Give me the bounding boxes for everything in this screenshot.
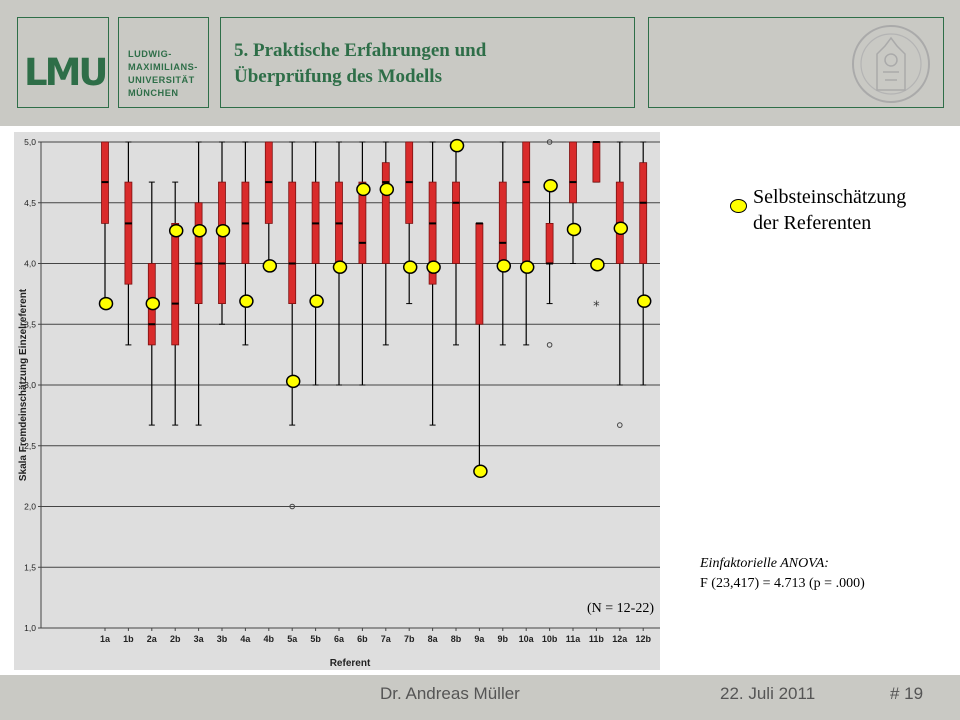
box-iqr — [124, 181, 133, 285]
x-tick-label: 10a — [519, 634, 535, 644]
x-tick-label: 3b — [217, 634, 228, 644]
outlier-marker — [289, 503, 296, 510]
self-assessment-point — [636, 294, 652, 308]
x-tick-label: 3a — [194, 634, 205, 644]
self-assessment-point — [590, 257, 605, 272]
y-tick-label: 1,5 — [24, 562, 36, 572]
self-assessment-point — [332, 260, 348, 274]
box-iqr — [452, 181, 460, 264]
y-tick-label: 4,5 — [24, 198, 36, 208]
self-assessment-point — [262, 259, 278, 273]
x-tick-label: 12b — [635, 634, 651, 644]
self-assessment-point — [519, 260, 535, 274]
x-tick-label: 1b — [123, 634, 134, 644]
x-tick-label: 11b — [589, 634, 605, 644]
self-assessment-point — [402, 260, 418, 274]
self-assessment-point — [379, 182, 395, 197]
sample-size-annotation: (N = 12-22) — [587, 601, 654, 616]
box-iqr — [171, 223, 180, 346]
university-name-box: LUDWIG- MAXIMILIANS- UNIVERSITÄT MÜNCHEN — [118, 17, 209, 108]
x-tick-label: 12a — [612, 634, 628, 644]
self-assessment-point — [449, 138, 465, 153]
footer-author: Dr. Andreas Müller — [380, 684, 520, 703]
self-assessment-point — [215, 223, 231, 238]
anova-title: Einfaktorielle ANOVA: — [700, 556, 829, 571]
x-tick-label: 10b — [542, 634, 558, 644]
x-tick-label: 1a — [100, 634, 111, 644]
self-assessment-point — [192, 223, 207, 238]
x-tick-label: 6b — [357, 634, 368, 644]
self-assessment-point — [285, 374, 301, 389]
self-assessment-point — [543, 178, 558, 193]
boxplot-chart: 1,0 1,5 2,0 2,5 3,0 3,5 4,0 4,5 5,0 1a 1b 2a 2b 3a 3b 4… — [18, 137, 660, 669]
outlier-marker — [546, 342, 553, 348]
footer-bar — [0, 675, 960, 720]
lmu-logo: LMU — [17, 17, 109, 108]
y-tick-label: 5,0 — [24, 137, 36, 147]
box-iqr — [475, 223, 484, 325]
x-tick-label: 7b — [404, 634, 415, 644]
self-assessment-point — [566, 222, 582, 237]
x-tick-label: 5a — [287, 634, 298, 644]
seal-box — [648, 17, 944, 108]
self-assessment-point — [239, 294, 254, 308]
outlier-extreme-marker: * — [593, 300, 600, 315]
box-iqr — [639, 162, 648, 264]
x-tick-label: 4a — [240, 634, 251, 644]
x-tick-label: 9b — [498, 634, 509, 644]
slide-title: 5. Praktische Erfahrungen und Überprüfun… — [234, 40, 487, 87]
box-iqr — [545, 223, 554, 264]
y-tick-label: 3,5 — [24, 319, 36, 329]
y-tick-label: 4,0 — [24, 259, 36, 269]
self-assessment-point — [98, 296, 114, 311]
box-iqr — [522, 141, 531, 264]
x-axis-label: Referent — [330, 658, 371, 669]
x-tick-label: 11a — [566, 634, 582, 644]
x-tick-label: 2a — [147, 634, 158, 644]
x-tick-label: 5b — [310, 634, 321, 644]
box-iqr — [498, 181, 507, 264]
x-tick-label: 6a — [334, 634, 345, 644]
self-assessment-point — [426, 260, 441, 274]
boxplot-panel: 1,0 1,5 2,0 2,5 3,0 3,5 4,0 4,5 5,0 1a 1b 2a 2b 3a 3b 4… — [14, 132, 660, 670]
anova-statistic: F (23,417) = 4.713 (p = .000) — [700, 576, 865, 591]
x-tick-label: 8b — [451, 634, 462, 644]
self-assessment-point — [613, 221, 629, 236]
box-iqr — [428, 181, 437, 285]
self-assessment-point — [309, 294, 324, 308]
y-tick-label: 2,5 — [24, 441, 36, 451]
outlier-marker — [546, 139, 553, 145]
legend-label: Selbsteinschätzung der Referenten — [753, 186, 907, 234]
university-seal-icon — [852, 25, 930, 103]
x-tick-label: 9a — [474, 634, 485, 644]
self-assessment-point — [168, 223, 184, 238]
x-tick-label: 4b — [264, 634, 275, 644]
page-number: # 19 — [890, 684, 924, 703]
box-iqr — [381, 162, 390, 264]
box-iqr — [194, 202, 203, 304]
box-iqr — [569, 141, 577, 204]
self-assessment-point — [356, 182, 371, 197]
x-tick-label: 2b — [170, 634, 181, 644]
legend-marker — [730, 199, 747, 213]
y-axis-label: Skala Fremdeinschätzung Einzelreferent — [18, 288, 29, 481]
slide-title-box: 5. Praktische Erfahrungen und Überprüfun… — [220, 17, 635, 108]
x-tick-label: 7a — [381, 634, 392, 644]
header-bar: LMU LUDWIG- MAXIMILIANS- UNIVERSITÄT MÜN… — [0, 0, 960, 126]
box-iqr — [218, 181, 226, 304]
box-iqr — [288, 181, 297, 304]
outlier-marker — [617, 422, 623, 428]
y-tick-label: 3,0 — [24, 380, 36, 390]
footer-date: 22. Juli 2011 — [720, 684, 816, 703]
y-tick-label: 2,0 — [24, 502, 36, 512]
self-assessment-point — [145, 296, 161, 311]
logo-text: LMU — [24, 51, 108, 94]
self-assessment-point — [496, 259, 512, 273]
university-name: LUDWIG- MAXIMILIANS- UNIVERSITÄT MÜNCHEN — [128, 49, 198, 98]
y-tick-label: 1,0 — [24, 623, 36, 633]
self-assessment-point — [473, 464, 488, 479]
box-iqr — [358, 181, 367, 264]
box-iqr — [592, 141, 601, 183]
x-tick-label: 8a — [428, 634, 439, 644]
